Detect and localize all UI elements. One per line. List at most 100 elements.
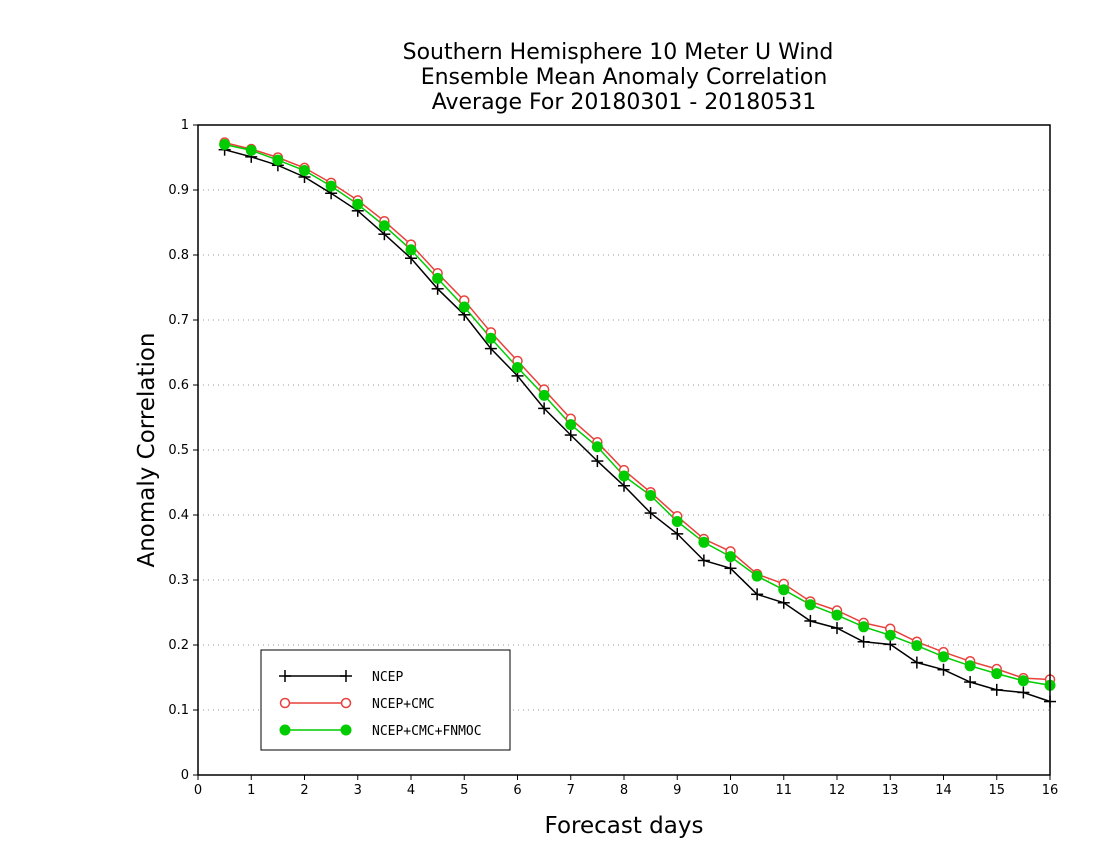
legend-marker-ncep [279, 670, 291, 682]
y-tick-label: 0 [181, 768, 189, 783]
legend-marker-ncep [340, 670, 352, 682]
y-tick-label: 0.2 [168, 638, 189, 653]
legend-marker-ncep-cmc-fnmoc [340, 724, 352, 736]
y-tick-label: 0.7 [168, 313, 189, 328]
data-point-ncep-cmc-fnmoc [964, 660, 976, 672]
data-point-ncep [964, 676, 977, 689]
data-point-ncep-cmc-fnmoc [831, 609, 843, 621]
data-point-ncep [910, 656, 923, 669]
legend-label-ncep: NCEP [372, 670, 403, 685]
data-point-ncep [1017, 686, 1030, 699]
data-point-ncep [751, 588, 764, 601]
data-point-ncep-cmc-fnmoc [911, 640, 923, 652]
data-point-ncep-cmc-fnmoc [299, 165, 310, 176]
tick-labels: 00.10.20.30.40.50.60.70.80.910 1 2 3 4 5 6 7 8 9 1… [168, 118, 1058, 798]
data-point-ncep-cmc-fnmoc [698, 536, 710, 548]
title-line-3: Average For 20180301 - 20180531 [432, 90, 817, 115]
x-tick-label: 0 [194, 783, 202, 798]
data-point-ncep-cmc-fnmoc [725, 551, 736, 563]
y-tick-label: 0.6 [168, 378, 189, 393]
legend-label-ncep-cmc: NCEP+CMC [372, 697, 435, 712]
data-point-ncep [564, 429, 577, 442]
data-point-ncep-cmc-fnmoc [671, 516, 683, 527]
x-tick-label: 10 [722, 783, 739, 798]
y-tick-label: 1 [181, 118, 189, 133]
y-axis-label: Anomaly Correlation [134, 332, 160, 567]
y-tick-label: 0.1 [168, 703, 189, 718]
legend-box [260, 649, 511, 751]
data-point-ncep-cmc-fnmoc [991, 668, 1003, 680]
legend-entries: NCEP NCEP+CMC NCEP+CMC+FNMOC [279, 670, 482, 739]
data-point-ncep [937, 663, 950, 676]
data-point-ncep-cmc-fnmoc [565, 419, 577, 431]
axis-ticks [193, 124, 1051, 780]
data-point-ncep-cmc-fnmoc [512, 361, 523, 373]
x-tick-label: 5 [460, 783, 468, 798]
data-point-ncep [724, 562, 737, 575]
y-tick-label: 0.3 [168, 573, 189, 588]
data-point-ncep-cmc-fnmoc [645, 490, 657, 501]
data-point-ncep-cmc-fnmoc [858, 621, 870, 633]
data-point-ncep [484, 342, 497, 355]
title-line-2: Ensemble Mean Anomaly Correlation [421, 65, 828, 90]
legend-label-ncep-cmc-fnmoc: NCEP+CMC+FNMOC [372, 724, 482, 739]
data-point-ncep [618, 479, 630, 492]
x-tick-label: 3 [354, 783, 362, 798]
x-tick-label: 15 [988, 783, 1005, 798]
series-line-ncep [224, 148, 1051, 703]
data-point-ncep-cmc-fnmoc [378, 220, 390, 232]
data-point-ncep-cmc-fnmoc [272, 154, 284, 166]
data-point-ncep-cmc-fnmoc [778, 584, 790, 596]
x-tick-label: 4 [407, 783, 415, 798]
title-line-1: Southern Hemisphere 10 Meter U Wind [403, 40, 834, 65]
data-point-ncep-cmc-fnmoc [245, 144, 257, 156]
legend: NCEP NCEP+CMC NCEP+CMC+FNMOC [260, 649, 511, 751]
legend-marker-ncep-cmc-fnmoc [279, 724, 291, 736]
data-point-ncep [831, 622, 843, 635]
data-point-ncep-cmc-fnmoc [804, 599, 816, 611]
x-tick-label: 8 [620, 783, 628, 798]
data-point-ncep [538, 402, 551, 415]
x-tick-label: 2 [300, 783, 308, 798]
data-point-ncep-cmc-fnmoc [618, 470, 630, 482]
plot-frame [197, 124, 1051, 776]
data-point-ncep [671, 527, 684, 540]
data-point-ncep [644, 507, 657, 520]
x-tick-label: 12 [829, 783, 846, 798]
legend-marker-ncep-cmc [340, 697, 352, 709]
x-tick-label: 1 [247, 783, 255, 798]
data-point-ncep [697, 554, 710, 567]
x-tick-label: 14 [935, 783, 952, 798]
data-point-ncep-cmc-fnmoc [938, 651, 949, 663]
data-point-ncep-cmc-fnmoc [751, 570, 763, 582]
data-point-ncep-cmc-fnmoc [884, 629, 896, 641]
x-tick-label: 13 [882, 783, 899, 798]
series-markers [218, 137, 1056, 708]
x-tick-label: 9 [673, 783, 681, 798]
data-point-ncep [591, 455, 604, 468]
x-tick-label: 6 [513, 783, 521, 798]
data-point-ncep-cmc-fnmoc [432, 272, 444, 284]
data-point-ncep-cmc-fnmoc [591, 441, 603, 453]
y-tick-label: 0.5 [168, 443, 189, 458]
data-point-ncep [777, 596, 790, 609]
data-point-ncep-cmc-fnmoc [219, 139, 231, 150]
x-tick-label: 11 [775, 783, 792, 798]
x-tick-label: 16 [1042, 783, 1059, 798]
data-point-ncep-cmc-fnmoc [405, 244, 417, 256]
data-point-ncep-cmc-fnmoc [1017, 675, 1029, 687]
data-point-ncep [431, 282, 444, 295]
y-tick-label: 0.4 [168, 508, 189, 523]
data-point-ncep [857, 635, 870, 648]
data-point-ncep [990, 683, 1003, 696]
data-point-ncep-cmc-fnmoc [485, 332, 497, 344]
y-tick-label: 0.8 [168, 248, 189, 263]
x-tick-label: 7 [567, 783, 575, 798]
data-point-ncep-cmc-fnmoc [352, 198, 364, 210]
data-point-ncep-cmc-fnmoc [538, 389, 550, 401]
y-tick-label: 0.9 [168, 183, 189, 198]
data-point-ncep-cmc-fnmoc [458, 301, 470, 313]
legend-marker-ncep-cmc [279, 697, 291, 709]
